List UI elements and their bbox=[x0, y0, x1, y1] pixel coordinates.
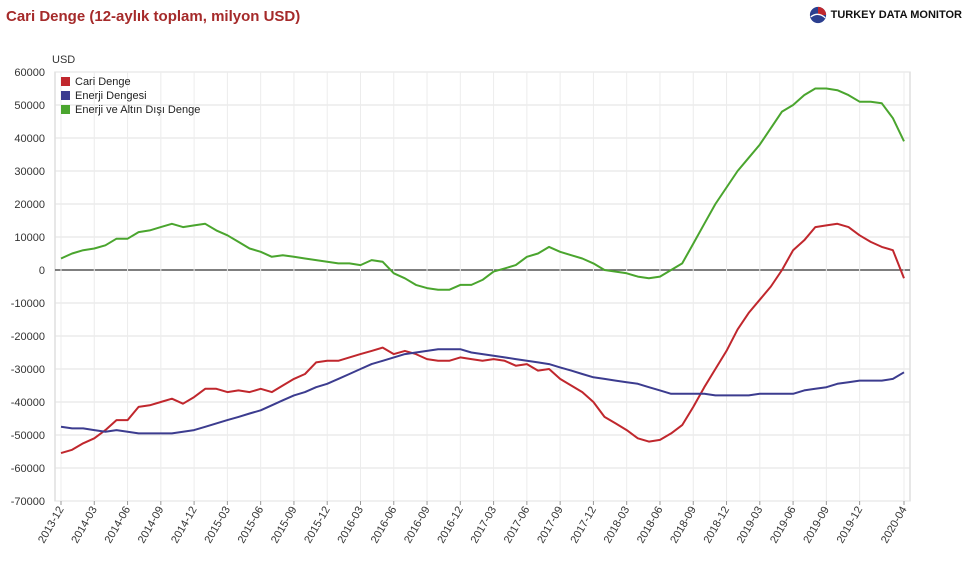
x-tick-label: 2020-04 bbox=[879, 505, 910, 546]
y-tick-label: 50000 bbox=[14, 100, 45, 112]
brand-logo-block: TURKEY DATA MONITOR bbox=[809, 6, 962, 24]
y-tick-label: 20000 bbox=[14, 199, 45, 211]
x-tick-label: 2014-12 bbox=[169, 505, 200, 546]
x-tick-label: 2015-09 bbox=[269, 505, 300, 546]
y-tick-label: -30000 bbox=[11, 364, 45, 376]
y-tick-label: 0 bbox=[39, 265, 45, 277]
x-tick-label: 2016-03 bbox=[336, 505, 367, 546]
legend-swatch bbox=[61, 77, 70, 86]
x-tick-label: 2017-09 bbox=[535, 505, 566, 546]
y-tick-label: 10000 bbox=[14, 232, 45, 244]
series-line-1 bbox=[60, 222, 905, 455]
x-tick-label: 2018-06 bbox=[635, 505, 666, 546]
series-line-2 bbox=[60, 348, 905, 435]
y-tick-label: -60000 bbox=[11, 463, 45, 475]
x-tick-label: 2015-03 bbox=[202, 505, 233, 546]
series-lines bbox=[60, 87, 905, 455]
y-tick-label: 30000 bbox=[14, 166, 45, 178]
y-tick-label: -40000 bbox=[11, 397, 45, 409]
y-tick-label: -70000 bbox=[11, 496, 45, 508]
y-tick-label: -10000 bbox=[11, 298, 45, 310]
x-tick-label: 2015-06 bbox=[236, 505, 267, 546]
y-tick-label: 40000 bbox=[14, 133, 45, 145]
y-tick-label: 60000 bbox=[14, 67, 45, 79]
x-tick-label: 2017-12 bbox=[568, 505, 599, 546]
x-tick-label: 2019-12 bbox=[835, 505, 866, 546]
legend-entry: Enerji Dengesi bbox=[75, 90, 147, 102]
series-line-3 bbox=[60, 87, 905, 291]
brand-name: TURKEY DATA MONITOR bbox=[830, 9, 962, 21]
legend-swatch bbox=[61, 91, 70, 100]
legend-entry: Cari Denge bbox=[75, 76, 131, 88]
x-tick-label: 2016-12 bbox=[435, 505, 466, 546]
x-tick-label: 2019-09 bbox=[801, 505, 832, 546]
x-tick-label: 2014-03 bbox=[69, 505, 100, 546]
x-tick-label: 2018-09 bbox=[668, 505, 699, 546]
x-tick-label: 2016-06 bbox=[369, 505, 400, 546]
x-tick-label: 2014-06 bbox=[103, 505, 134, 546]
x-tick-label: 2019-03 bbox=[735, 505, 766, 546]
globe-logo-icon bbox=[809, 6, 826, 24]
x-axis: 2013-12 2014-03 2014-06 2014-09 2014-12 2015-… bbox=[36, 501, 910, 545]
chart-title: Cari Denge (12-aylık toplam, milyon USD) bbox=[6, 8, 301, 25]
x-tick-label: 2017-06 bbox=[502, 505, 533, 546]
x-tick-label: 2014-09 bbox=[136, 505, 167, 546]
y-axis-unit-label: USD bbox=[52, 54, 75, 66]
x-tick-label: 2018-12 bbox=[702, 505, 733, 546]
x-tick-label: 2016-09 bbox=[402, 505, 433, 546]
plot-area-border bbox=[54, 71, 911, 502]
y-tick-label: -20000 bbox=[11, 331, 45, 343]
legend-swatch bbox=[61, 105, 70, 114]
legend-entry: Enerji ve Altın Dışı Denge bbox=[75, 104, 200, 116]
x-tick-label: 2015-12 bbox=[302, 505, 333, 546]
x-tick-label: 2018-03 bbox=[602, 505, 633, 546]
x-tick-label: 2017-03 bbox=[469, 505, 500, 546]
x-tick-label: 2013-12 bbox=[36, 505, 67, 546]
legend: Cari Denge Enerji Dengesi Enerji ve Altın … bbox=[61, 76, 200, 116]
grid-lines bbox=[54, 71, 911, 502]
y-axis: 60000 50000 40000 30000 20000 10000 0 -10000 -20… bbox=[11, 67, 45, 508]
y-tick-label: -50000 bbox=[11, 430, 45, 442]
x-tick-label: 2019-06 bbox=[768, 505, 799, 546]
